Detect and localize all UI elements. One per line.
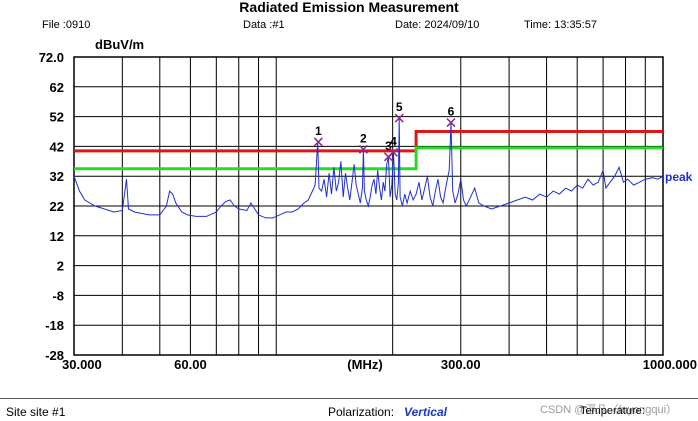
date-label: Date: 2024/09/10 xyxy=(395,19,480,31)
y-tick-label: 62 xyxy=(50,80,64,95)
x-axis-label: (MHz) xyxy=(347,357,382,372)
polarization: Polarization: Vertical xyxy=(328,405,447,419)
trace-label: peak xyxy=(665,170,693,184)
data-label: Data :#1 xyxy=(243,19,285,31)
marker-6: 6 xyxy=(446,105,456,128)
marker-4: 4 xyxy=(388,134,399,157)
marker-cross xyxy=(313,137,323,147)
y-tick-label: 12 xyxy=(50,229,64,244)
x-tick-label: 1000.000 xyxy=(643,357,697,372)
footer-divider xyxy=(0,398,698,399)
marker-label: 1 xyxy=(315,124,322,138)
limit-lines xyxy=(74,130,663,171)
trace-group: peak xyxy=(73,118,693,219)
marker-label: 5 xyxy=(396,100,403,114)
y-tick-label: 32 xyxy=(50,169,64,184)
marker-cross xyxy=(446,118,456,128)
plot-frame xyxy=(73,56,664,356)
y-tick-label: -8 xyxy=(52,288,64,303)
marker-label: 2 xyxy=(360,131,367,145)
limit-line-green xyxy=(74,146,663,171)
site-label: Site site #1 xyxy=(6,405,66,419)
marker-label: 3 xyxy=(385,139,392,153)
y-tick-label: -28 xyxy=(45,348,64,363)
watermark: CSDN @浮凡（fuyongqui） xyxy=(540,404,678,416)
x-tick-label: 30.000 xyxy=(62,357,102,372)
chart-title: Radiated Emission Measurement xyxy=(239,0,459,15)
y-tick-label: 2 xyxy=(57,259,64,274)
y-tick-label: 72.0 xyxy=(39,50,64,65)
polarization-label: Polarization: xyxy=(328,405,395,419)
marker-label: 4 xyxy=(390,134,397,148)
polarization-value: Vertical xyxy=(404,405,447,419)
x-tick-label: 300.00 xyxy=(441,357,481,372)
y-tick-label: 22 xyxy=(50,199,64,214)
marker-cross xyxy=(394,113,404,123)
marker-5: 5 xyxy=(394,100,404,123)
marker-2: 2 xyxy=(358,131,368,154)
y-tick-label: -18 xyxy=(45,318,64,333)
marker-cross xyxy=(358,144,368,154)
file-label: File :0910 xyxy=(42,19,91,31)
trace-line xyxy=(73,118,664,219)
y-tick-label: 42 xyxy=(50,139,64,154)
time-label: Time: 13:35:57 xyxy=(524,19,597,31)
x-tick-label: 60.00 xyxy=(174,357,207,372)
limit-line-red xyxy=(74,130,663,153)
temperature-label: Temperature: xyxy=(580,405,645,417)
y-axis-label: dBuV/m xyxy=(95,37,144,52)
marker-group: 1 2 34 5 6 xyxy=(313,100,456,162)
y-tick-label: 52 xyxy=(50,110,64,125)
marker-label: 6 xyxy=(448,105,455,119)
marker-1: 1 xyxy=(313,124,323,147)
marker-cross xyxy=(388,147,399,157)
